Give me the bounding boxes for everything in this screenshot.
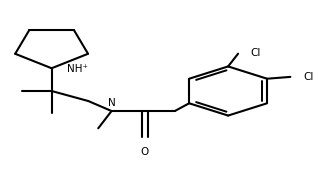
Text: Cl: Cl	[251, 48, 261, 58]
Text: NH⁺: NH⁺	[67, 64, 88, 74]
Text: N: N	[108, 98, 116, 108]
Text: O: O	[141, 147, 149, 157]
Text: Cl: Cl	[304, 72, 314, 82]
